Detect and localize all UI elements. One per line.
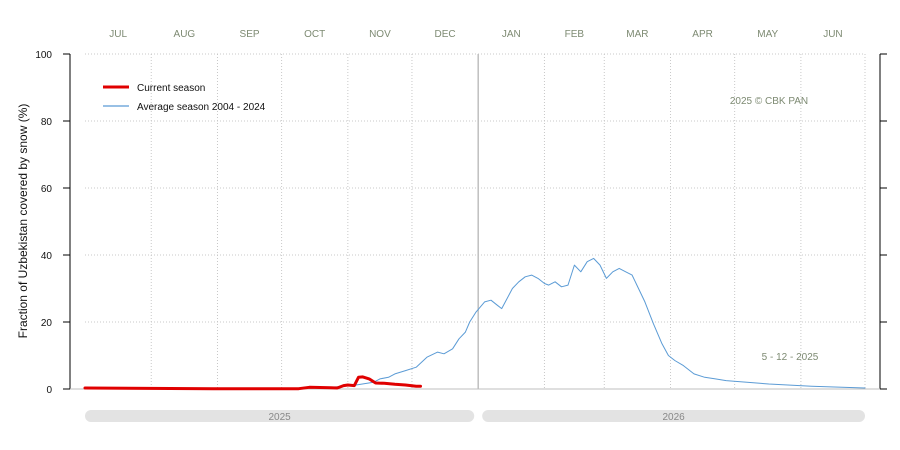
y-axis-label: Fraction of Uzbekistan covered by snow (… (16, 104, 30, 339)
month-label: APR (692, 29, 713, 40)
month-label: OCT (304, 29, 325, 40)
month-label: MAR (626, 29, 648, 40)
month-label: JUL (109, 29, 127, 40)
y-tick-label: 60 (41, 184, 53, 195)
copyright-note: 2025 © CBK PAN (730, 96, 808, 107)
grid (85, 53, 866, 389)
year-label: 2026 (662, 412, 685, 423)
y-tick-label: 40 (41, 251, 53, 262)
month-label: DEC (435, 29, 456, 40)
month-label: NOV (369, 29, 391, 40)
month-label: JUN (823, 29, 842, 40)
y-tick-label: 100 (35, 50, 52, 61)
month-label: JAN (502, 29, 521, 40)
month-label: FEB (565, 29, 585, 40)
y-tick-label: 80 (41, 117, 53, 128)
y-tick-label: 0 (46, 385, 52, 396)
date-note: 5 - 12 - 2025 (762, 352, 819, 363)
year-bar (482, 410, 865, 422)
series (83, 257, 866, 391)
legend-label-average: Average season 2004 - 2024 (137, 102, 266, 113)
y-tick-label: 20 (41, 318, 53, 329)
series-line-average (84, 257, 866, 390)
month-label: MAY (757, 29, 778, 40)
legend: Current season Average season 2004 - 202… (103, 83, 266, 113)
series-line-current (83, 375, 422, 391)
labels: 0 20 40 60 80 100 JUL AUG SEP OCT NOV DEC JAN FEB MAR A… (35, 29, 865, 423)
year-bar (85, 410, 475, 422)
month-label: AUG (174, 29, 196, 40)
legend-label-current: Current season (137, 83, 205, 94)
month-label: SEP (240, 29, 260, 40)
year-label: 2025 (268, 412, 291, 423)
